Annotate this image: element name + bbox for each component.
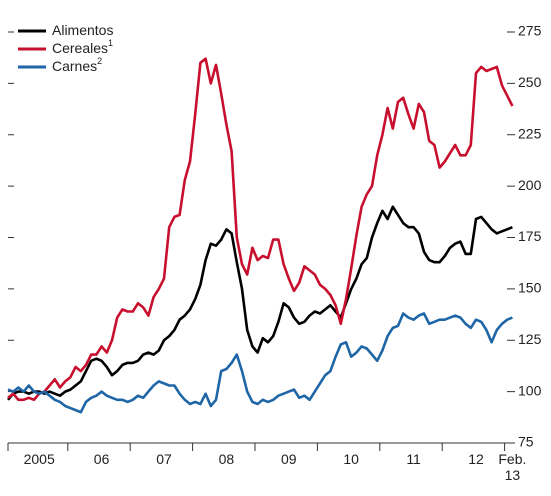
y-tick-label: 250 [518,74,542,90]
y-tick-label: 75 [518,434,534,450]
y-tick-label: 225 [518,125,542,141]
x-tick-label: 2005 [23,451,55,467]
legend-label: Carnes2 [52,56,102,73]
x-tick-label: 09 [281,451,297,467]
x-tick-label: Feb. 13 [498,451,527,483]
legend-name: Cereales [52,40,108,56]
y-tick-label: 275 [518,23,542,39]
legend-name: Carnes [52,58,97,74]
y-tick-label: 200 [518,177,542,193]
y-tick-label: 150 [518,280,542,296]
legend-label: Cereales1 [52,38,113,55]
legend-name: Alimentos [52,22,113,38]
legend-footnote: 2 [97,56,102,66]
legend-footnote: 1 [108,38,113,48]
legend-label: Alimentos [52,22,113,38]
y-tick-label: 100 [518,382,542,398]
series-line [7,312,513,414]
x-tick-label: 12 [468,451,484,467]
x-tick-label: 11 [406,451,421,467]
x-tick-label: 10 [343,451,359,467]
series-line [7,205,513,401]
series-line [7,57,514,402]
x-tick-label: 07 [156,451,172,467]
x-tick-label: 08 [218,451,235,467]
y-tick-label: 125 [518,331,542,347]
x-tick-label: 06 [93,451,110,467]
y-tick-label: 175 [518,228,542,244]
